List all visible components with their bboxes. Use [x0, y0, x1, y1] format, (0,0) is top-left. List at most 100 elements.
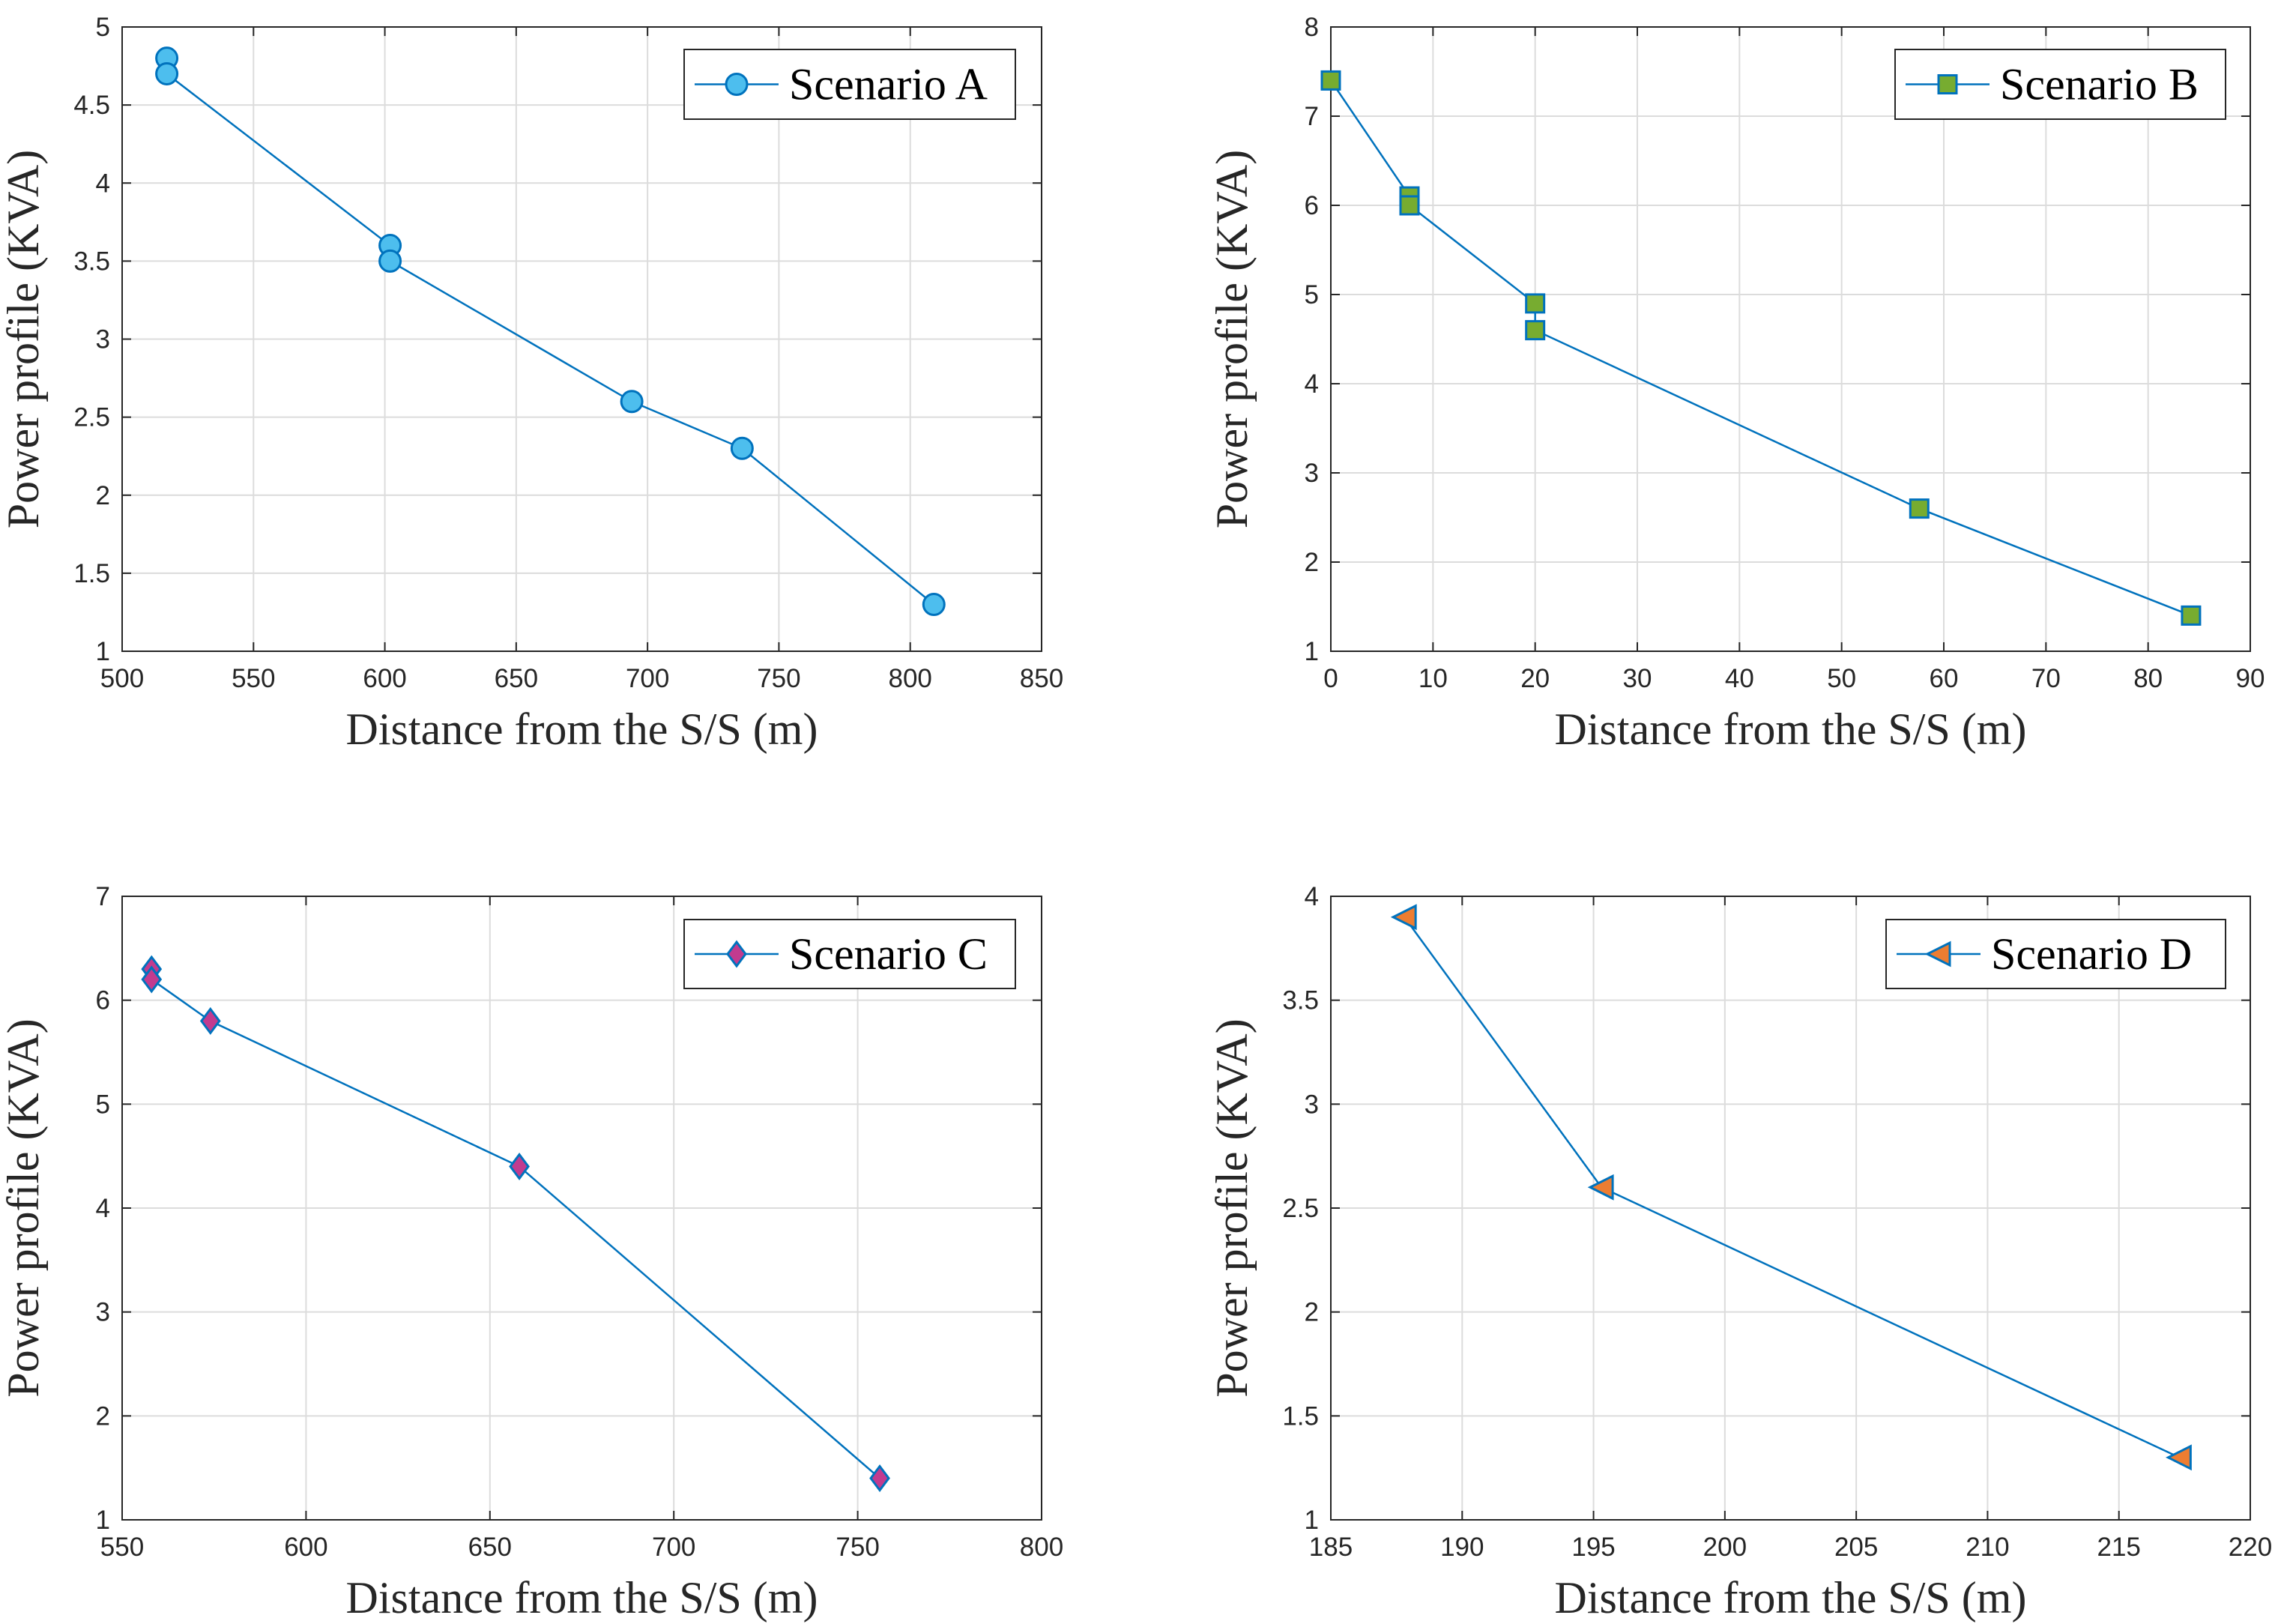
chart-a-data-point [922, 593, 946, 617]
chart-d-data-point [1587, 1174, 1614, 1201]
chart-b-ytick-label: 4 [1305, 369, 1319, 399]
chart-a-data-point [730, 436, 754, 460]
chart-b-data-point [1399, 195, 1420, 216]
chart-d-ytick-label: 1.5 [1282, 1401, 1319, 1431]
chart-c-data-point [141, 965, 163, 994]
chart-d-xtick-label: 185 [1309, 1533, 1353, 1562]
chart-a-ylabel: Power profile (KVA) [0, 150, 48, 528]
chart-b-ytick-label: 2 [1305, 548, 1319, 577]
chart-a-xtick-label: 500 [100, 664, 144, 693]
chart-a-data-point [378, 249, 402, 273]
chart-b-ytick-label: 3 [1305, 459, 1319, 488]
chart-b-data-point [1909, 498, 1930, 519]
chart-a-ytick-label: 2 [96, 481, 110, 510]
chart-b-plot-area [1331, 27, 2250, 651]
chart-scenario-a: 500 550 600 650 700 750 800 850 1 1.5 2 2.5 3 3.5 4 4.5… [0, 13, 1063, 754]
chart-a-ytick-label: 3 [96, 325, 110, 354]
chart-c-ylabel: Power profile (KVA) [0, 1018, 48, 1397]
chart-b-ytick-label: 7 [1305, 102, 1319, 131]
chart-a-xtick-label: 650 [495, 664, 538, 693]
chart-b-xtick-label: 10 [1419, 664, 1448, 693]
chart-scenario-b: 0 10 20 30 40 50 60 70 80 90 1 2 3 4 5 6 7 8 Power profil… [1207, 13, 2265, 754]
chart-b-xlabel: Distance from the S/S (m) [1555, 704, 2027, 754]
chart-a-xtick-label: 800 [889, 664, 932, 693]
chart-c-xtick-label: 700 [652, 1533, 695, 1562]
chart-d-ylabel: Power profile (KVA) [1207, 1018, 1257, 1397]
chart-d-legend: Scenario D [1885, 919, 2226, 989]
chart-a-ytick-label: 4.5 [73, 91, 110, 120]
chart-b-xtick-label: 50 [1827, 664, 1856, 693]
chart-c-ytick-label: 2 [96, 1401, 110, 1431]
chart-b-ylabel: Power profile (KVA) [1207, 150, 1257, 528]
chart-d-ytick-label: 2 [1305, 1298, 1319, 1327]
chart-a-xtick-label: 600 [363, 664, 406, 693]
chart-b-legend-marker [1937, 74, 1958, 94]
chart-b-axes-box [1330, 26, 2251, 652]
chart-c-xtick-label: 600 [284, 1533, 327, 1562]
chart-b-data-point [1320, 70, 1341, 91]
chart-a-ytick-label: 1.5 [73, 559, 110, 588]
chart-d-ytick-label: 2.5 [1282, 1194, 1319, 1223]
chart-b-legend: Scenario B [1894, 49, 2226, 120]
chart-b-legend-label: Scenario B [2000, 60, 2199, 109]
chart-d-ytick-label: 4 [1305, 882, 1319, 911]
chart-b-xtick-label: 80 [2133, 664, 2163, 693]
chart-c-xtick-label: 750 [836, 1533, 879, 1562]
chart-d-ytick-label: 1 [1305, 1506, 1319, 1535]
chart-a-ytick-label: 2.5 [73, 403, 110, 432]
chart-a-legend-label: Scenario A [789, 60, 988, 109]
chart-d-data-point [1390, 904, 1417, 931]
chart-c-data-point [199, 1006, 221, 1035]
chart-a-xtick-label: 750 [757, 664, 800, 693]
chart-a-legend-marker [725, 73, 749, 96]
chart-a-legend: Scenario A [683, 49, 1016, 120]
chart-d-xtick-label: 205 [1834, 1533, 1878, 1562]
chart-b-xtick-label: 0 [1323, 664, 1338, 693]
chart-c-xtick-label: 550 [100, 1533, 144, 1562]
chart-c-legend-label: Scenario C [789, 929, 988, 979]
chart-d-xtick-label: 215 [2097, 1533, 2141, 1562]
chart-a-xlabel: Distance from the S/S (m) [346, 704, 818, 754]
chart-scenario-d: 185 190 195 200 205 210 215 220 1 1.5 2 2.5 3 3.5 4 Po… [1207, 882, 2272, 1623]
chart-a-xtick-label: 550 [232, 664, 275, 693]
chart-b-xtick-label: 20 [1520, 664, 1550, 693]
chart-d-legend-label: Scenario D [1991, 929, 2192, 979]
chart-c-plot: 550 600 650 700 750 800 1 2 3 4 5 6 7 [96, 882, 1064, 1562]
chart-c-ytick-label: 6 [96, 986, 110, 1015]
chart-a-ytick-label: 1 [96, 637, 110, 666]
chart-c-ytick-label: 3 [96, 1298, 110, 1327]
chart-scenario-c: 550 600 650 700 750 800 1 2 3 4 5 6 7 Power profile … [0, 882, 1063, 1623]
chart-a-plot: 500 550 600 650 700 750 800 850 1 1.5 2 2.5 3 3.5 4 4.5… [73, 13, 1063, 693]
chart-b-ytick-label: 5 [1305, 280, 1319, 310]
chart-c-data-point [869, 1464, 890, 1493]
chart-b-data-point [1525, 320, 1546, 341]
chart-c-xtick-label: 650 [468, 1533, 512, 1562]
chart-b-data-point [2181, 605, 2202, 626]
chart-b-ytick-label: 8 [1305, 13, 1319, 42]
chart-d-plot: 185 190 195 200 205 210 215 220 1 1.5 2 2.5 3 3.5 4 [1282, 882, 2272, 1562]
chart-c-ytick-label: 5 [96, 1090, 110, 1119]
chart-b-plot: 0 10 20 30 40 50 60 70 80 90 1 2 3 4 5 6 7 8 [1305, 13, 2265, 693]
chart-a-ytick-label: 4 [96, 169, 110, 198]
chart-d-xlabel: Distance from the S/S (m) [1555, 1573, 2027, 1623]
chart-d-ytick-label: 3.5 [1282, 986, 1319, 1015]
chart-c-ytick-label: 1 [96, 1506, 110, 1535]
chart-d-xtick-label: 210 [1966, 1533, 2009, 1562]
chart-d-xtick-label: 200 [1703, 1533, 1747, 1562]
chart-c-xtick-label: 800 [1020, 1533, 1063, 1562]
chart-b-xtick-label: 30 [1623, 664, 1652, 693]
chart-d-legend-marker [1924, 941, 1951, 968]
chart-a-ytick-label: 5 [96, 13, 110, 42]
chart-c-legend-marker [726, 940, 747, 968]
chart-a-data-point [155, 61, 179, 85]
chart-a-ytick-label: 3.5 [73, 247, 110, 276]
chart-c-xlabel: Distance from the S/S (m) [346, 1573, 818, 1623]
chart-d-ytick-label: 3 [1305, 1090, 1319, 1119]
chart-d-xtick-label: 190 [1440, 1533, 1484, 1562]
chart-c-data-point [509, 1153, 530, 1181]
chart-b-ytick-label: 1 [1305, 637, 1319, 666]
chart-b-xtick-label: 70 [2031, 664, 2061, 693]
chart-c-ytick-label: 4 [96, 1194, 110, 1223]
chart-b-xtick-label: 40 [1725, 664, 1754, 693]
chart-a-xtick-label: 850 [1020, 664, 1063, 693]
